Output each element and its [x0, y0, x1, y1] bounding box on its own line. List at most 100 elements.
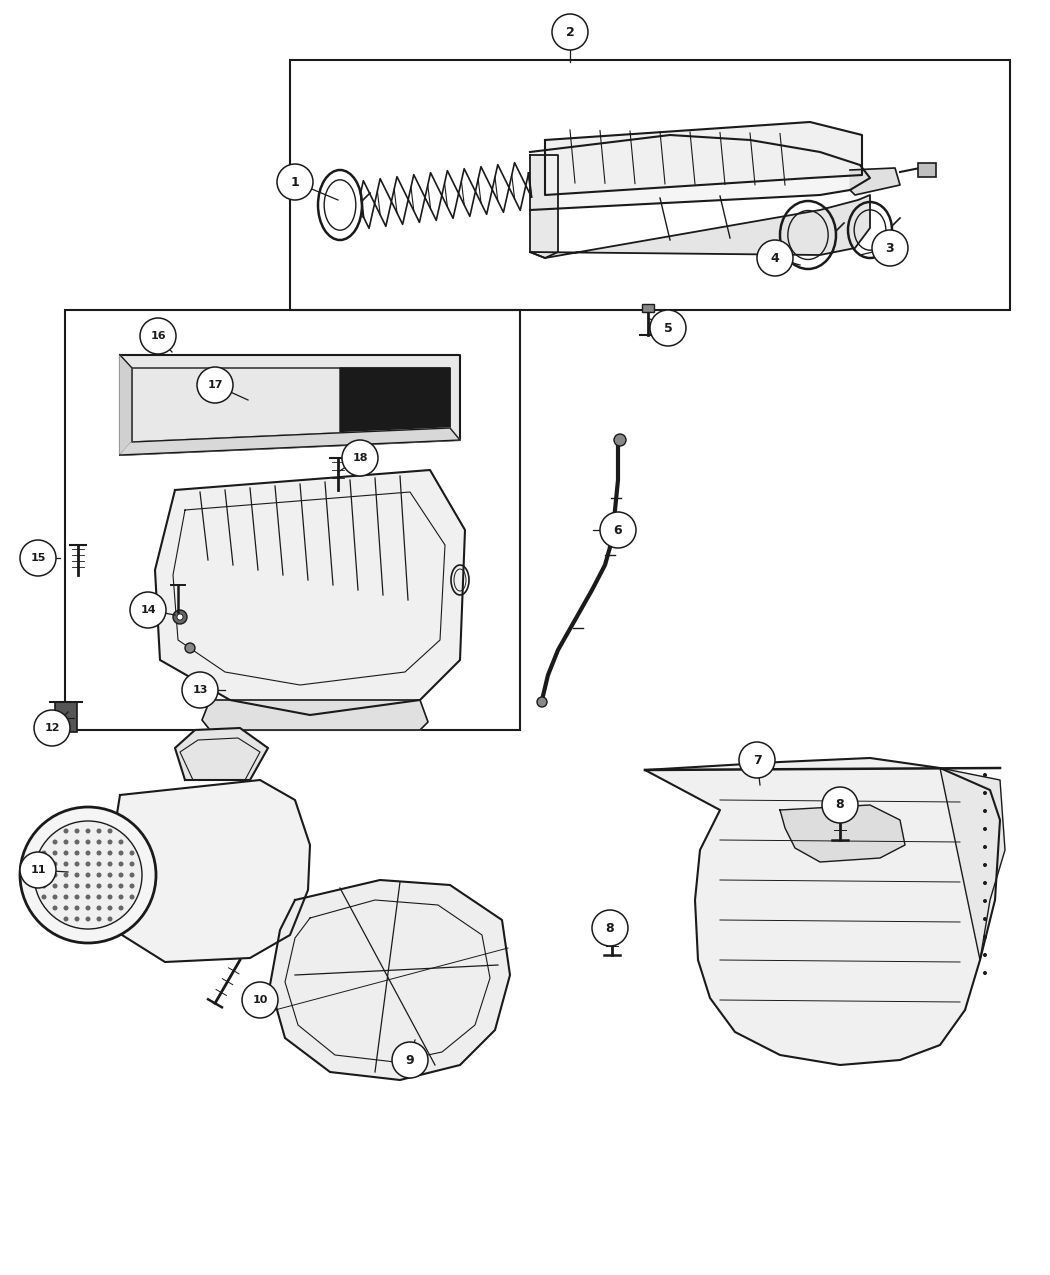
- Polygon shape: [940, 768, 1005, 960]
- Circle shape: [107, 917, 112, 922]
- Circle shape: [97, 862, 102, 867]
- Polygon shape: [155, 470, 465, 715]
- Circle shape: [34, 821, 142, 929]
- Text: 14: 14: [141, 606, 155, 615]
- Circle shape: [97, 895, 102, 899]
- Text: 15: 15: [30, 553, 46, 564]
- Circle shape: [63, 905, 68, 910]
- Polygon shape: [120, 354, 460, 455]
- Polygon shape: [530, 135, 870, 210]
- Circle shape: [983, 790, 987, 796]
- Circle shape: [872, 230, 908, 266]
- Text: 4: 4: [771, 251, 779, 264]
- Circle shape: [277, 164, 313, 200]
- Circle shape: [107, 884, 112, 889]
- Circle shape: [983, 863, 987, 867]
- Text: 9: 9: [405, 1053, 415, 1066]
- Circle shape: [97, 829, 102, 834]
- Circle shape: [63, 872, 68, 877]
- Circle shape: [129, 884, 134, 889]
- Circle shape: [85, 884, 90, 889]
- Circle shape: [537, 697, 547, 708]
- Text: 17: 17: [207, 380, 223, 390]
- Circle shape: [85, 839, 90, 844]
- Circle shape: [85, 917, 90, 922]
- Circle shape: [63, 917, 68, 922]
- Circle shape: [75, 829, 80, 834]
- Circle shape: [85, 872, 90, 877]
- Circle shape: [42, 862, 46, 867]
- Text: 8: 8: [606, 922, 614, 935]
- Circle shape: [34, 710, 70, 746]
- Bar: [642, 303, 654, 312]
- Polygon shape: [202, 700, 428, 731]
- Circle shape: [97, 839, 102, 844]
- Circle shape: [983, 881, 987, 885]
- Circle shape: [107, 839, 112, 844]
- Circle shape: [63, 884, 68, 889]
- Circle shape: [552, 14, 588, 50]
- Circle shape: [129, 862, 134, 867]
- Circle shape: [983, 810, 987, 813]
- Circle shape: [129, 850, 134, 856]
- Circle shape: [130, 592, 166, 629]
- Circle shape: [20, 541, 56, 576]
- Circle shape: [42, 895, 46, 899]
- Circle shape: [182, 672, 218, 708]
- Circle shape: [20, 807, 156, 944]
- Circle shape: [342, 440, 378, 476]
- Circle shape: [42, 850, 46, 856]
- Circle shape: [75, 895, 80, 899]
- Polygon shape: [530, 195, 870, 258]
- Circle shape: [63, 862, 68, 867]
- Text: 10: 10: [252, 994, 268, 1005]
- Circle shape: [119, 895, 124, 899]
- Circle shape: [75, 862, 80, 867]
- Text: 13: 13: [192, 685, 208, 695]
- Text: 6: 6: [613, 524, 623, 537]
- Circle shape: [983, 845, 987, 849]
- Text: 11: 11: [30, 864, 46, 875]
- Circle shape: [75, 917, 80, 922]
- Circle shape: [129, 872, 134, 877]
- Polygon shape: [108, 780, 310, 963]
- Circle shape: [185, 643, 195, 653]
- Circle shape: [85, 850, 90, 856]
- Circle shape: [140, 317, 176, 354]
- Circle shape: [983, 827, 987, 831]
- Circle shape: [75, 905, 80, 910]
- Circle shape: [983, 899, 987, 903]
- Circle shape: [52, 850, 58, 856]
- Circle shape: [52, 839, 58, 844]
- Circle shape: [52, 884, 58, 889]
- Circle shape: [119, 905, 124, 910]
- Circle shape: [85, 829, 90, 834]
- Circle shape: [85, 905, 90, 910]
- Circle shape: [119, 872, 124, 877]
- Text: 7: 7: [753, 754, 761, 766]
- Text: 8: 8: [836, 798, 844, 811]
- Circle shape: [52, 862, 58, 867]
- Circle shape: [85, 895, 90, 899]
- Circle shape: [650, 310, 686, 346]
- Polygon shape: [780, 805, 905, 862]
- Circle shape: [119, 850, 124, 856]
- Polygon shape: [175, 728, 268, 780]
- Circle shape: [197, 367, 233, 403]
- Circle shape: [757, 240, 793, 275]
- Circle shape: [600, 513, 636, 548]
- Polygon shape: [120, 354, 132, 455]
- Text: 3: 3: [886, 241, 895, 255]
- Circle shape: [75, 839, 80, 844]
- Circle shape: [107, 850, 112, 856]
- Text: 12: 12: [44, 723, 60, 733]
- Circle shape: [42, 884, 46, 889]
- Circle shape: [107, 905, 112, 910]
- Polygon shape: [340, 368, 450, 435]
- Circle shape: [107, 895, 112, 899]
- Circle shape: [129, 895, 134, 899]
- Circle shape: [97, 905, 102, 910]
- Polygon shape: [545, 122, 862, 195]
- Circle shape: [63, 895, 68, 899]
- Circle shape: [97, 872, 102, 877]
